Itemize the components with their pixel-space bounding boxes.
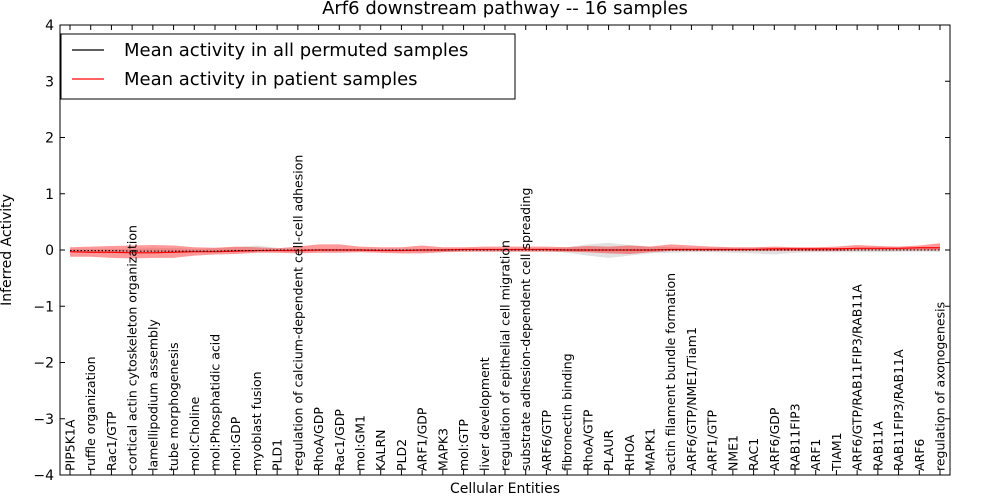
y-tick-label: 1	[45, 187, 54, 203]
y-tick-label: −3	[33, 412, 54, 428]
series-line-patient	[69, 247, 940, 254]
x-tick-label: RhoA/GDP	[311, 407, 326, 471]
x-tick-label: ARF1	[808, 439, 823, 471]
x-tick-label: regulation of epithelial cell migration	[498, 240, 513, 471]
x-tick-label: RAB11FIP3	[788, 403, 803, 471]
x-tick-label: ARF6/GTP	[539, 410, 554, 471]
x-tick-label: fibronectin binding	[560, 353, 575, 471]
y-tick-label: −2	[33, 356, 54, 372]
x-tick-label: ARF6/GTP/NME1/Tiam1	[684, 327, 699, 471]
x-tick-label: RAB11FIP3/RAB11A	[891, 349, 906, 471]
y-tick-label: 3	[45, 74, 54, 90]
x-tick-label: mol:Phosphatidic acid	[208, 334, 223, 471]
x-tick-label: myoblast fusion	[249, 371, 264, 471]
chart-title: Arf6 downstream pathway -- 16 samples	[322, 0, 688, 19]
x-tick-label: ARF6	[912, 439, 927, 471]
x-tick-label: RhoA/GTP	[580, 409, 595, 471]
x-tick-label: ARF1/GTP	[705, 410, 720, 471]
x-tick-label: lamellipodium assembly	[145, 319, 160, 471]
x-tick-label: liver development	[477, 357, 492, 471]
x-tick-label: TIAM1	[829, 432, 844, 472]
x-tick-label: mol:GTP	[456, 419, 471, 471]
x-tick-label: ruffle organization	[83, 356, 98, 471]
x-tick-label: regulation of axonogenesis	[933, 302, 948, 471]
x-axis-title: Cellular Entities	[450, 481, 560, 497]
y-axis-title: Inferred Activity	[0, 194, 15, 306]
x-tick-label: MAPK3	[435, 428, 450, 471]
x-tick-label: KALRN	[373, 429, 388, 471]
x-tick-label: NME1	[725, 435, 740, 471]
series-line-permuted	[70, 249, 940, 252]
x-tick-label: PLAUR	[601, 430, 616, 471]
x-tick-label: actin filament bundle formation	[663, 273, 678, 471]
legend-box	[60, 33, 516, 100]
y-tick-label: 4	[45, 18, 54, 34]
band-patient	[70, 243, 940, 259]
y-tick-label: 2	[45, 131, 54, 147]
legend-entry-label: Mean activity in all permuted samples	[124, 40, 468, 61]
y-tick-label: −4	[33, 468, 54, 484]
x-tick-label: mol:GDP	[228, 416, 243, 471]
x-tick-label: mol:Choline	[187, 396, 202, 471]
x-tick-label: regulation of calcium-dependent cell-cel…	[290, 155, 305, 471]
x-tick-label: PLD1	[270, 439, 285, 471]
x-tick-label: ARF6/GDP	[767, 407, 782, 471]
x-tick-label: substrate adhesion-dependent cell spread…	[518, 188, 533, 471]
x-tick-label: PIP5K1A	[63, 419, 78, 471]
x-tick-label: Rac1/GDP	[332, 409, 347, 471]
x-tick-label: RHOA	[622, 434, 637, 471]
y-tick-label: 0	[45, 243, 54, 259]
x-tick-label: RAC1	[746, 438, 761, 471]
x-tick-label: mol:GM1	[353, 415, 368, 471]
legend-entry-label: Mean activity in patient samples	[124, 69, 418, 90]
x-tick-label: ARF1/GDP	[415, 407, 430, 471]
y-tick-label: −1	[33, 299, 54, 315]
x-tick-label: cortical actin cytoskeleton organization	[125, 225, 140, 471]
x-tick-label: ARF6/GTP/RAB11FIP3/RAB11A	[850, 284, 865, 471]
x-tick-label: tube morphogenesis	[166, 342, 181, 471]
x-tick-label: Rac1/GTP	[104, 411, 119, 471]
x-tick-label: PLD2	[394, 439, 409, 471]
x-tick-label: RAB11A	[870, 421, 885, 471]
x-tick-label: MAPK1	[643, 428, 658, 471]
